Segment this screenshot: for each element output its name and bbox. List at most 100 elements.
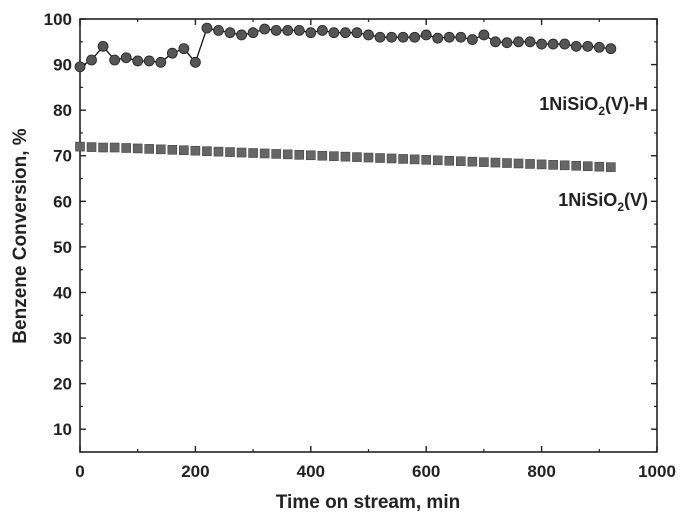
data-point [190, 145, 201, 156]
data-point [271, 149, 281, 159]
data-point [178, 43, 190, 55]
data-point [524, 36, 536, 48]
data-point [502, 158, 512, 168]
data-point [143, 55, 155, 67]
data-point [467, 156, 478, 167]
data-point [305, 27, 317, 39]
data-point [513, 36, 524, 48]
plot-frame [79, 18, 658, 453]
data-point [316, 24, 328, 36]
data-point [121, 143, 131, 153]
data-point [363, 29, 374, 41]
data-point [317, 150, 328, 161]
x-tick-label: 600 [412, 462, 440, 481]
series-label-subscript: 2 [617, 200, 624, 214]
data-point [189, 56, 201, 68]
x-tick-label: 0 [75, 462, 84, 481]
data-point [605, 43, 617, 55]
data-point [386, 153, 397, 164]
y-tick-label: 40 [53, 283, 72, 302]
y-tick-label: 70 [53, 147, 72, 166]
series-1 [74, 22, 617, 73]
data-point [421, 155, 432, 165]
data-point [374, 31, 386, 43]
data-point [582, 40, 594, 52]
data-point [294, 150, 305, 160]
data-point [97, 40, 109, 52]
data-point [559, 38, 571, 50]
series-label-suffix: (V)-H [605, 94, 648, 114]
y-tick-label: 60 [53, 192, 72, 211]
data-point [201, 22, 213, 34]
data-point [536, 38, 547, 50]
data-point [132, 143, 143, 154]
data-point [144, 144, 155, 154]
data-point [86, 142, 97, 152]
data-point [75, 141, 85, 152]
data-point [547, 38, 559, 50]
series-label-prefix: 1NiSiO [558, 190, 617, 210]
data-point [282, 24, 294, 36]
data-point [594, 161, 605, 172]
data-point [420, 29, 432, 41]
data-point [109, 54, 121, 66]
data-point [293, 24, 305, 36]
data-point [352, 152, 362, 162]
data-point [179, 145, 189, 156]
axis-tick-labels: 0 200 400 600 800 1000 10 20 30 40 50 60 70 80 90 100 [44, 10, 676, 481]
data-point [225, 147, 235, 157]
data-point [202, 146, 212, 156]
data-point [375, 153, 385, 163]
data-point [236, 147, 247, 158]
data-point [409, 31, 421, 43]
data-point [167, 145, 178, 155]
y-tick-label: 80 [53, 101, 72, 120]
x-tick-label: 800 [527, 462, 555, 481]
data-point [571, 160, 582, 171]
data-point [213, 146, 224, 157]
data-point [432, 155, 443, 166]
data-point [259, 23, 271, 35]
y-tick-label: 90 [53, 56, 72, 75]
data-point [86, 54, 97, 66]
data-point [444, 155, 455, 166]
data-point [224, 27, 236, 39]
data-point [582, 161, 593, 172]
data-point [409, 154, 420, 165]
data-point [536, 159, 547, 170]
y-tick-label: 30 [53, 329, 72, 348]
data-point [525, 159, 535, 169]
data-point [282, 149, 293, 160]
data-point [456, 156, 466, 167]
y-tick-label: 10 [53, 420, 72, 439]
data-point [443, 31, 455, 43]
data-point [398, 154, 408, 164]
data-point [120, 52, 132, 64]
data-point [479, 157, 489, 167]
series-label-1nisio2-v: 1NiSiO2(V) [558, 190, 648, 214]
data-point [74, 61, 86, 73]
data-point [606, 162, 616, 172]
data-point [132, 55, 144, 67]
data-point [98, 142, 108, 153]
x-axis-title: Time on stream, min [276, 492, 460, 513]
y-tick-label: 50 [53, 238, 72, 257]
data-point [248, 148, 258, 158]
data-point [548, 160, 558, 170]
data-point [397, 31, 409, 43]
series-label-1nisio2-v-h: 1NiSiO2(V)-H [539, 94, 648, 118]
data-point [490, 157, 501, 168]
axis-ticks [79, 18, 658, 453]
series-2 [75, 141, 616, 172]
y-tick-label: 100 [44, 10, 72, 29]
data-point [329, 151, 339, 161]
data-point [166, 47, 178, 59]
series-label-subscript: 2 [598, 104, 605, 118]
data-point [340, 27, 351, 39]
data-point [386, 31, 397, 43]
data-point [328, 27, 340, 39]
data-point [432, 32, 444, 44]
data-point [363, 152, 374, 163]
y-tick-label: 20 [53, 375, 72, 394]
